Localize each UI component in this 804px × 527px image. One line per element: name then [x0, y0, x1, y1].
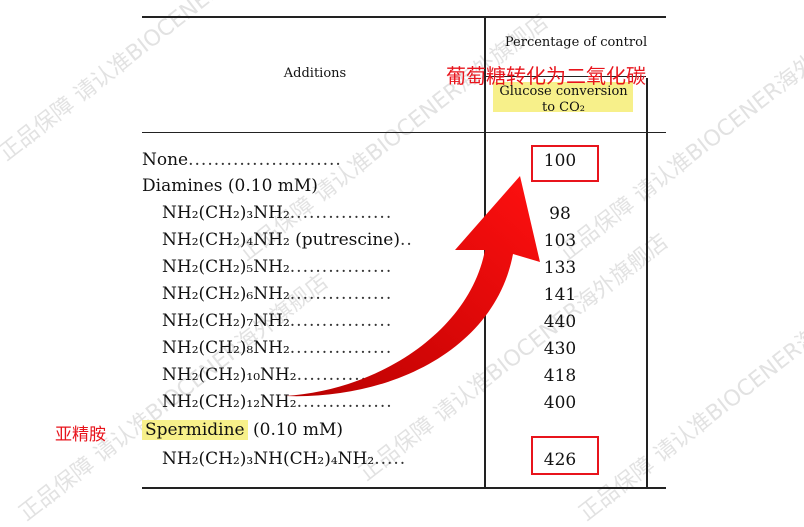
row-label: NH₂(CH₂)₅NH₂	[162, 257, 290, 277]
table-row: NH₂(CH₂)₆NH₂................	[162, 282, 482, 306]
table-row: NH₂(CH₂)₄NH₂ (putrescine)..	[162, 228, 482, 252]
leader-dots: ................	[289, 338, 393, 358]
leader-dots: ..	[399, 230, 413, 250]
row-label: None	[142, 150, 189, 170]
row-label: Diamines (0.10 mM)	[142, 176, 318, 196]
leader-dots: ................	[289, 311, 393, 331]
header-rule	[142, 132, 666, 133]
row-label: NH₂(CH₂)₇NH₂	[162, 311, 290, 331]
row-label: NH₂(CH₂)₈NH₂	[162, 338, 290, 358]
top-rule	[142, 16, 666, 18]
row-value: 133	[543, 258, 577, 278]
red-arrow	[285, 176, 540, 397]
row-value: 426	[543, 450, 577, 470]
highlight	[493, 82, 633, 112]
column-header-percentage: Percentage of control	[504, 35, 648, 50]
header-subrule	[486, 76, 646, 77]
row-value: 141	[543, 285, 577, 305]
column-divider-right	[646, 78, 648, 488]
table-row: Diamines (0.10 mM)	[142, 174, 482, 198]
table-row: NH₂(CH₂)₃NH₂................	[162, 201, 482, 225]
highlight-box-426	[531, 436, 599, 475]
row-value: 430	[543, 339, 577, 359]
row-suffix: (0.10 mM)	[247, 420, 344, 440]
row-label: NH₂(CH₂)₃NH₂	[162, 203, 290, 223]
row-label: NH₂(CH₂)₆NH₂	[162, 284, 290, 304]
row-label: NH₂(CH₂)₁₀NH₂	[162, 365, 297, 385]
table-row: None........................	[142, 148, 482, 172]
row-label: NH₂(CH₂)₁₂NH₂	[162, 392, 297, 412]
table-row: NH₂(CH₂)₈NH₂................	[162, 336, 482, 360]
annotation-spermidine: 亚精胺	[55, 425, 106, 445]
subheader-line2: to CO₂	[542, 100, 585, 115]
table-row: NH₂(CH₂)₃NH(CH₂)₄NH₂.....	[162, 447, 482, 471]
row-value: 400	[543, 393, 577, 413]
row-value: 98	[549, 204, 571, 224]
table-row: NH₂(CH₂)₁₂NH₂...............	[162, 390, 482, 414]
leader-dots: .....	[374, 449, 407, 469]
highlight-box-100	[531, 145, 599, 182]
leader-dots: ........................	[188, 150, 342, 170]
table-row: NH₂(CH₂)₇NH₂................	[162, 309, 482, 333]
column-header-additions: Additions	[283, 66, 347, 81]
table-row: Spermidine (0.10 mM)	[142, 418, 482, 442]
leader-dots: ................	[289, 257, 393, 277]
table-row: NH₂(CH₂)₅NH₂................	[162, 255, 482, 279]
leader-dots: ................	[289, 284, 393, 304]
leader-dots: ...............	[296, 392, 393, 412]
bottom-rule	[142, 487, 666, 489]
subheader-line1: Glucose conversion	[499, 84, 628, 99]
row-value: 418	[543, 366, 577, 386]
annotation-glucose: 葡萄糖转化为二氧化碳	[446, 64, 646, 88]
row-label: NH₂(CH₂)₄NH₂ (putrescine)	[162, 230, 400, 250]
row-value: 103	[543, 231, 577, 251]
row-value: 100	[543, 151, 577, 171]
row-label: NH₂(CH₂)₃NH(CH₂)₄NH₂	[162, 449, 375, 469]
row-label: Spermidine	[142, 420, 248, 440]
row-value: 440	[543, 312, 577, 332]
leader-dots: ................	[289, 203, 393, 223]
